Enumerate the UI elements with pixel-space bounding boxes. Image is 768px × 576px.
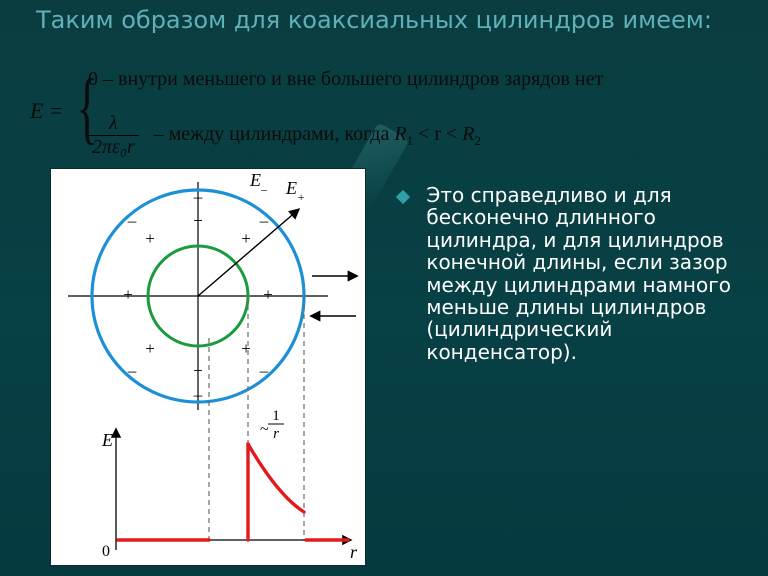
formula-case-zero: 0 – внутри меньшего и вне большего цилин… [88,68,603,91]
title-leading: Таким [36,6,114,34]
cond-R2: R [462,123,474,145]
svg-text:–: – [97,285,107,304]
bullet-block: Это справедливо и для бесконечно длинног… [398,184,746,363]
tilde: ~ [260,421,269,438]
svg-text:+: + [263,285,273,304]
frac-den: 2πε₀r [88,136,139,159]
svg-text:+: + [193,211,203,230]
svg-text:+: + [241,229,251,248]
svg-text:+: + [123,285,133,304]
svg-text:+: + [145,339,155,358]
diagram: + + + + + + + + – – – – – – – – E+ E– [50,168,366,566]
svg-text:–: – [289,285,299,304]
formula-E: E [30,98,43,124]
formula-row2-tail: – между цилиндрами, когда [149,123,395,145]
svg-text:–: – [193,187,203,206]
svg-text:–: – [127,211,137,230]
svg-text:–: – [259,361,269,380]
svg-text:–: – [259,211,269,230]
diagram-svg: + + + + + + + + – – – – – – – – E+ E– [50,168,366,566]
cond-R2-sub: 2 [475,133,482,148]
svg-text:r: r [273,426,279,442]
formula-equals: = [50,98,62,124]
svg-text:+: + [241,339,251,358]
svg-text:–: – [127,361,137,380]
axis-E-label: E [101,430,113,450]
slide-title: Таким образом для коаксиальных цилиндров… [0,0,768,35]
E-of-r-curve [118,444,348,540]
axis-r-label: r [350,542,358,562]
formula-block: E = { 0 – внутри меньшего и вне большего… [36,70,666,156]
bullet-text: Это справедливо и для бесконечно длинног… [426,184,736,363]
title-rest: образом для коаксиальных цилиндров имеем… [114,6,712,34]
formula-fraction: λ 2πε₀r [88,112,139,159]
cond-mid: < r < [413,123,462,145]
svg-text:1: 1 [272,408,280,424]
one-over-r: 1 r [268,408,284,442]
axis-zero: 0 [102,543,110,560]
svg-text:+: + [193,361,203,380]
formula-case-between: λ 2πε₀r – между цилиндрами, когда R1 < r… [88,112,481,159]
label-E-plus: E+ [285,178,305,204]
bullet-diamond-icon [396,190,410,204]
frac-num: λ [88,112,139,136]
label-E-minus: E– [249,170,268,196]
svg-text:+: + [145,229,155,248]
cond-R1: R [394,123,406,145]
svg-text:–: – [193,385,203,404]
